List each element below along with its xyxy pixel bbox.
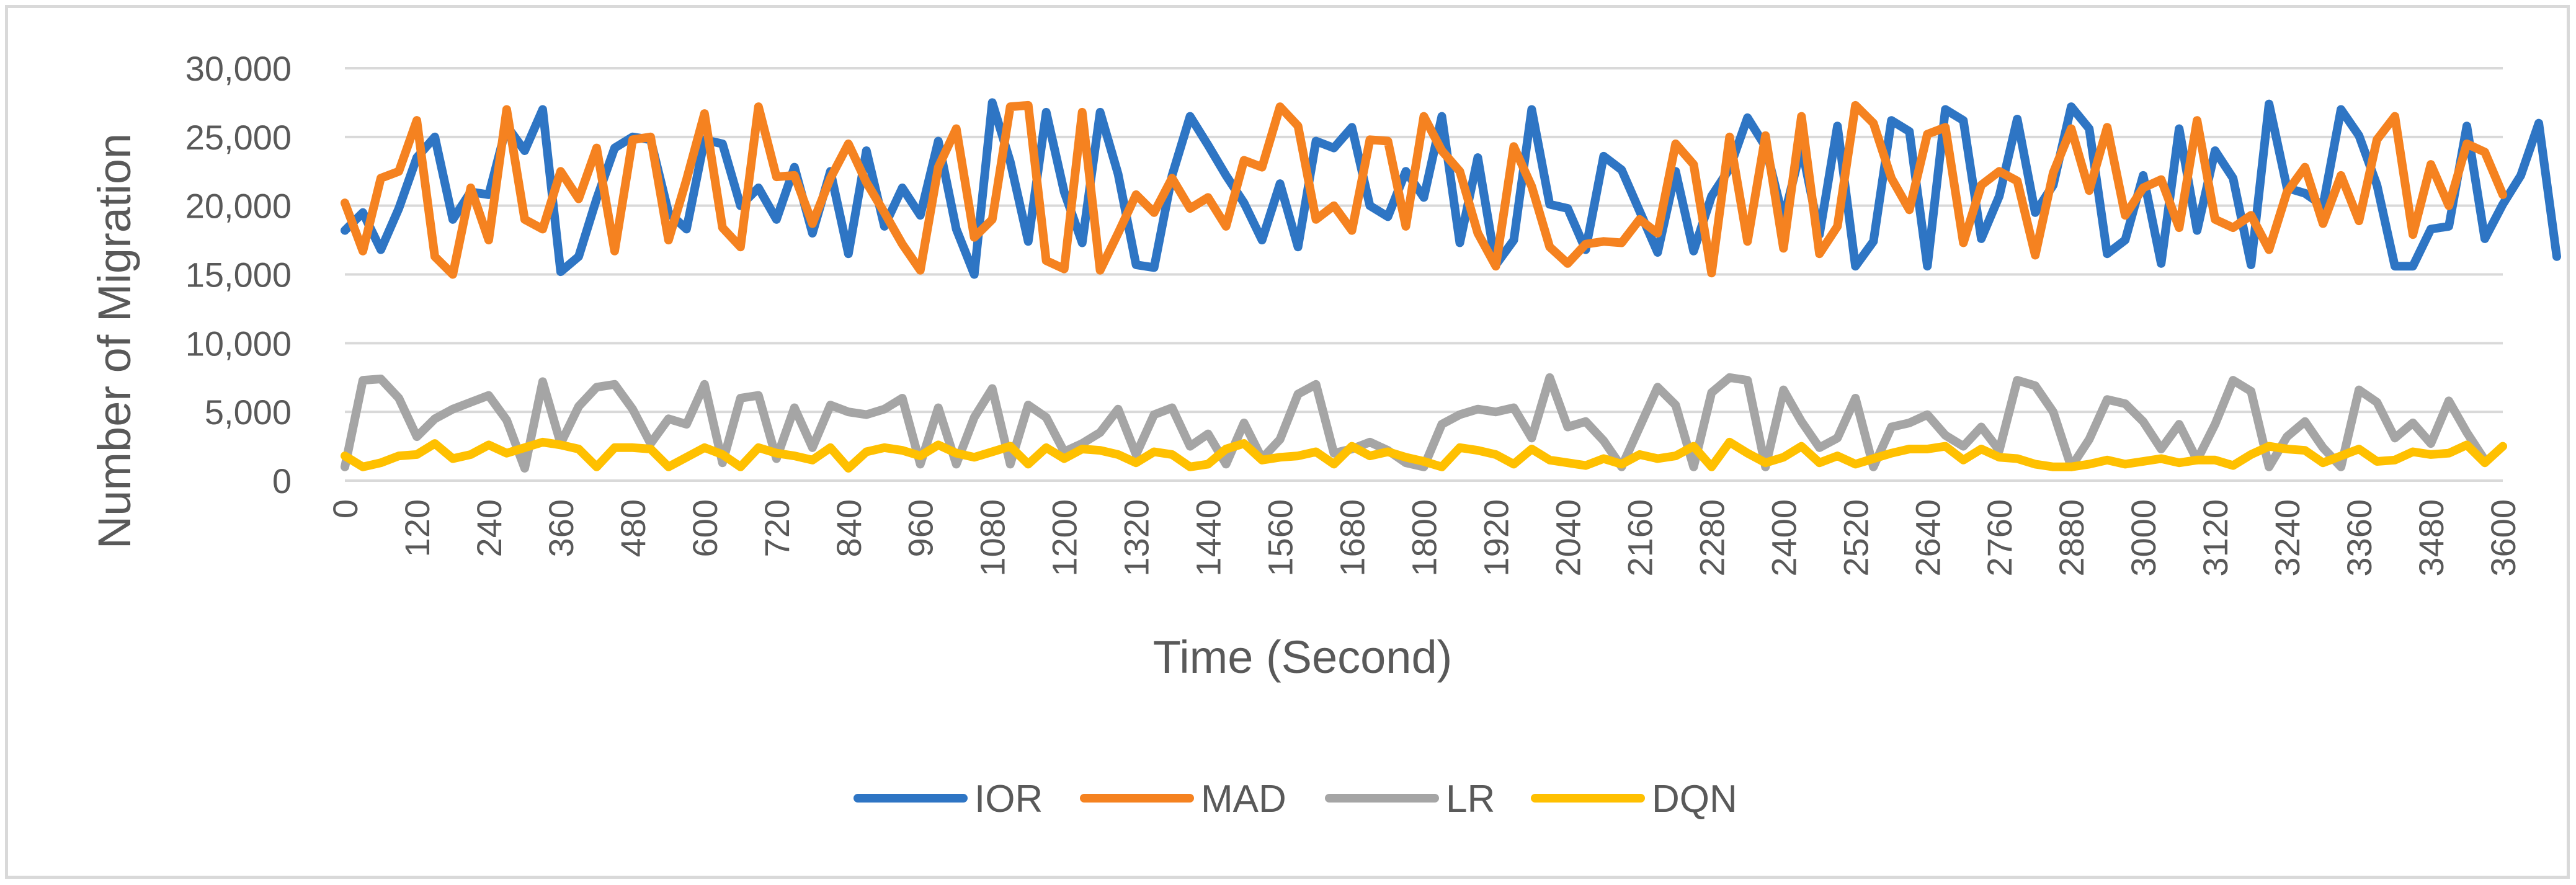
x-axis-title: Time (Second) [1153,631,1453,683]
x-tick-label: 2280 [1692,499,1731,577]
x-axis-ticks: 0 120 240 360 480 600 720 840 960 1080 1200 1320 144… [326,499,2523,577]
x-tick-label: 480 [613,499,653,557]
y-tick-label: 30,000 [185,49,292,88]
legend-label-ior: IOR [974,778,1043,821]
y-tick-label: 0 [272,461,292,500]
legend-label-dqn: DQN [1652,778,1737,821]
x-tick-label: 3240 [2268,499,2307,577]
y-axis-title: Number of Migration [89,133,140,549]
x-tick-label: 1680 [1333,499,1372,577]
x-tick-label: 3480 [2412,499,2451,577]
x-tick-label: 2040 [1548,499,1587,577]
y-tick-label: 10,000 [185,324,292,363]
x-tick-label: 360 [541,499,581,557]
x-tick-label: 2520 [1836,499,1875,577]
x-tick-label: 1440 [1189,499,1228,577]
y-axis-ticks: 0 5,000 10,000 15,000 20,000 25,000 30,000 [185,49,292,500]
x-tick-label: 1560 [1261,499,1300,577]
series-line-dqn [341,437,2507,473]
y-tick-label: 5,000 [205,393,292,432]
x-tick-label: 1920 [1476,499,1515,577]
legend-label-lr: LR [1446,778,1495,821]
series-layer [341,98,2561,473]
x-tick-label: 1200 [1045,499,1084,577]
y-tick-label: 25,000 [185,118,292,157]
x-tick-label: 960 [901,499,940,557]
x-tick-label: 840 [829,499,868,557]
x-tick-label: 2640 [1908,499,1947,577]
x-tick-label: 1800 [1405,499,1444,577]
x-tick-label: 2760 [1980,499,2019,577]
x-tick-label: 0 [326,499,365,518]
x-tick-label: 2880 [2052,499,2091,577]
x-tick-label: 3600 [2484,499,2523,577]
x-tick-label: 2160 [1620,499,1659,577]
x-tick-label: 120 [398,499,437,557]
y-tick-label: 20,000 [185,187,292,226]
series-line-ior [341,98,2561,279]
x-tick-label: 600 [685,499,724,557]
x-tick-label: 3120 [2196,499,2235,577]
x-tick-label: 720 [757,499,796,557]
legend: IOR MAD LR DQN [853,778,1737,821]
x-tick-label: 3000 [2124,499,2163,577]
series-line-mad [341,100,2507,279]
x-tick-label: 3360 [2340,499,2379,577]
x-tick-label: 2400 [1764,499,1803,577]
x-tick-label: 240 [470,499,509,557]
x-tick-label: 1320 [1117,499,1156,577]
legend-label-mad: MAD [1201,778,1286,821]
x-tick-label: 1080 [973,499,1012,577]
series-line-lr [341,373,2489,473]
y-tick-label: 15,000 [185,256,292,295]
